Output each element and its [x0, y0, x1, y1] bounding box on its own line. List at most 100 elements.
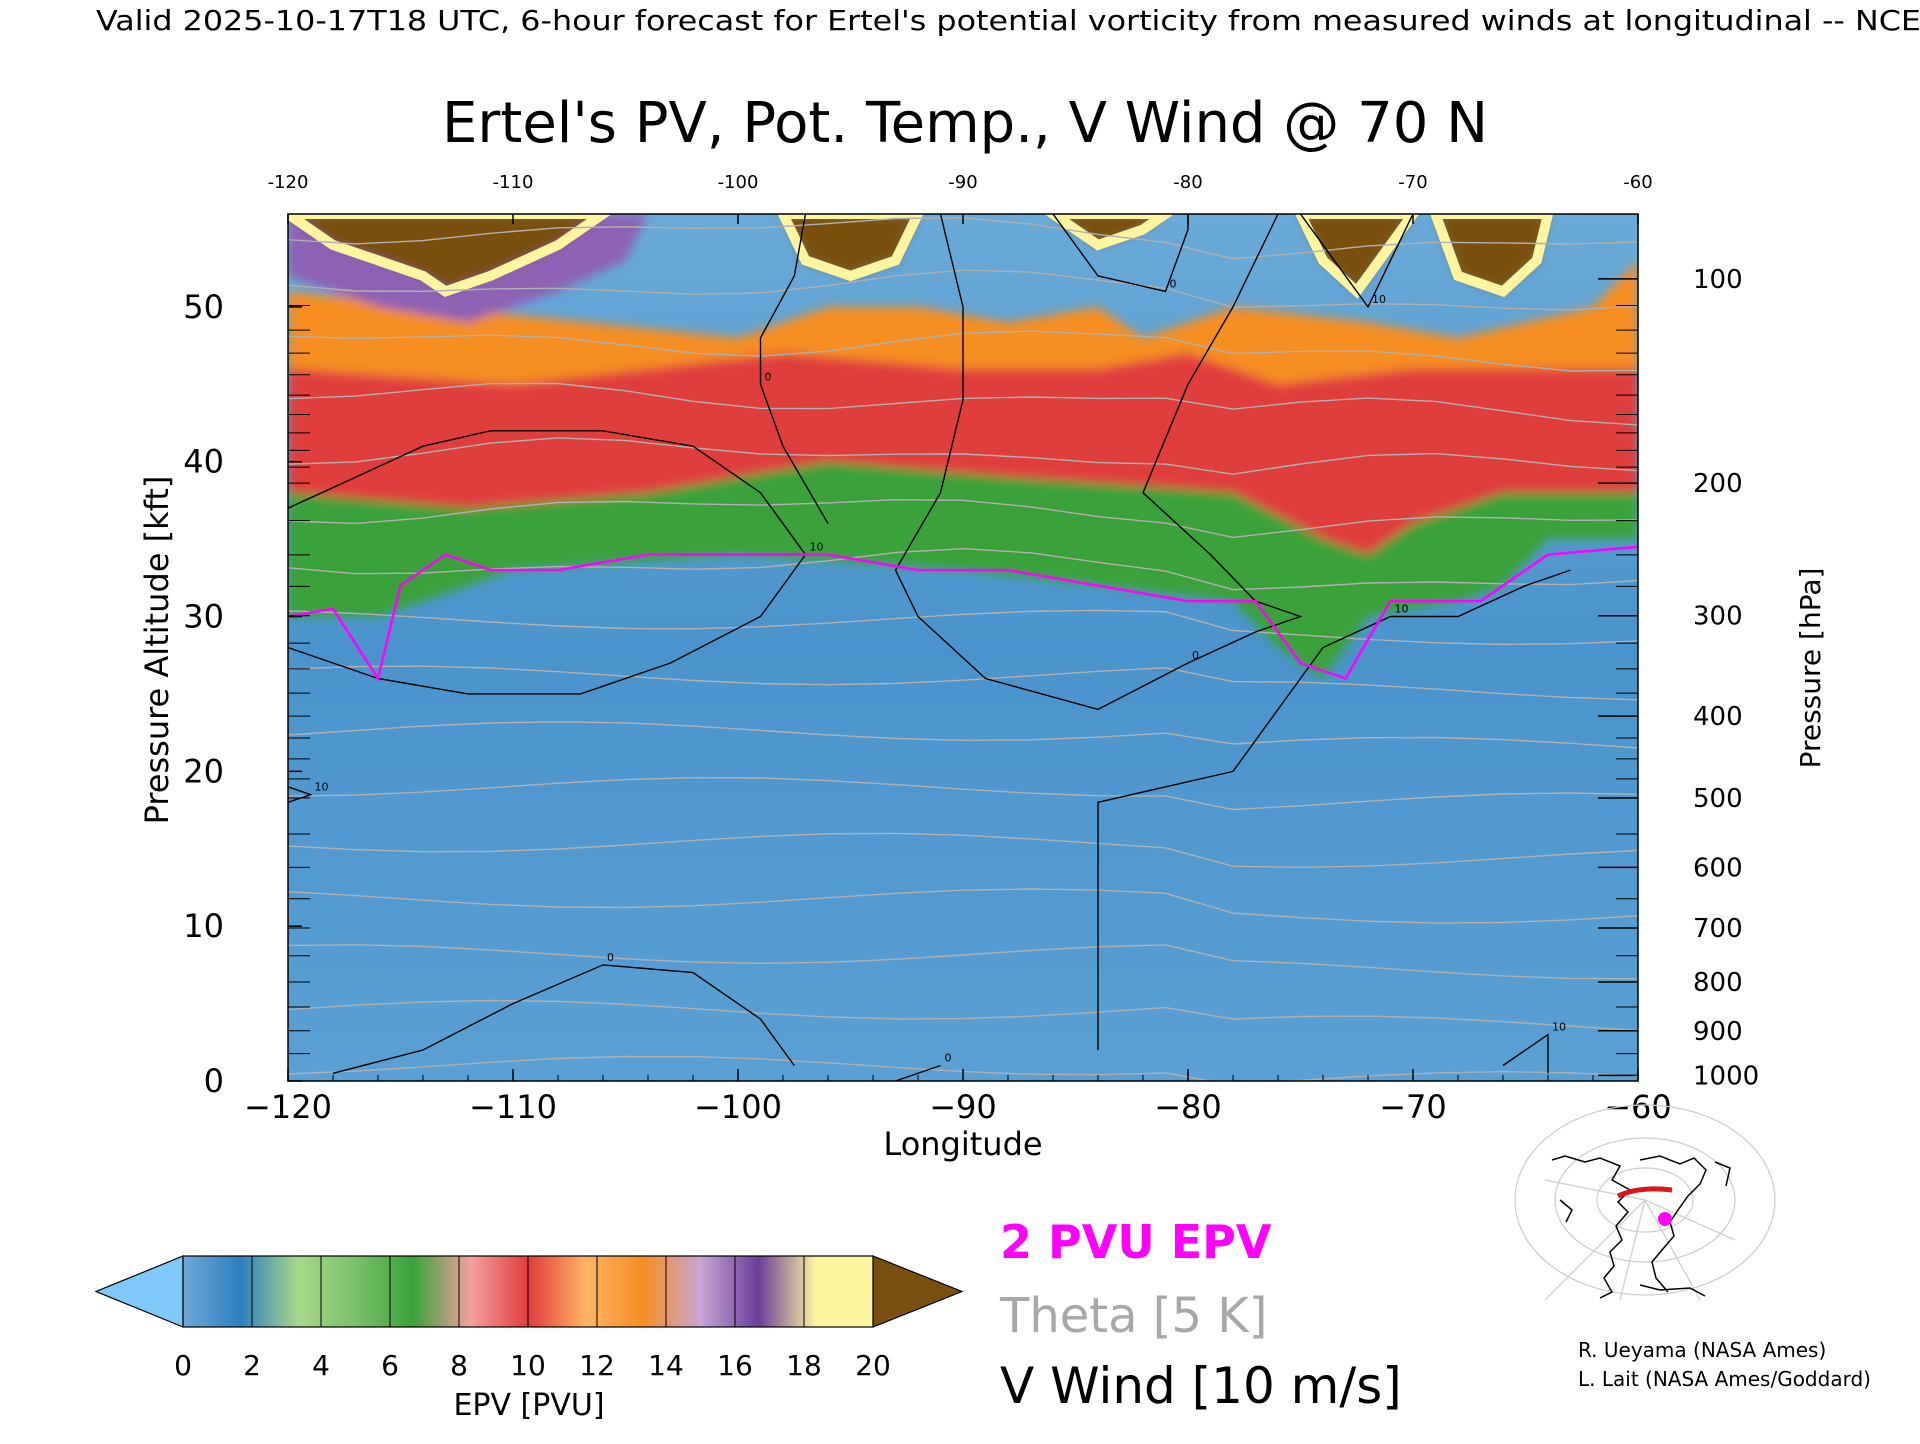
- x-tick-label: −110: [469, 1088, 557, 1126]
- v-wind-contour-label: 10: [1395, 603, 1409, 616]
- top-tick-label: -110: [493, 172, 534, 193]
- map-location-marker: [1658, 1212, 1672, 1226]
- x-tick-label: −60: [1604, 1088, 1672, 1126]
- y-tick-label: 40: [183, 443, 224, 481]
- map-graticule: [1644, 1199, 1701, 1301]
- y-tick-label: 0: [204, 1062, 224, 1100]
- x-axis-label: Longitude: [883, 1125, 1042, 1163]
- top-tick-label: -80: [1173, 172, 1202, 193]
- map-coastline: [1551, 1155, 1731, 1299]
- theta-line: [288, 776, 1638, 811]
- colorbar-segment: [183, 1256, 241, 1327]
- v-wind-contour-label: 0: [945, 1052, 952, 1065]
- colorbar-tick-label: 2: [243, 1349, 261, 1382]
- top-tick-label: -70: [1398, 172, 1427, 193]
- v-wind-contour-label: 0: [1192, 649, 1199, 662]
- v-wind-contour-label: 10: [1552, 1021, 1566, 1034]
- v-wind-contour: [332, 964, 795, 1074]
- theta-line: [288, 944, 1638, 980]
- legend-pv: 2 PVU EPV: [1000, 1215, 1272, 1269]
- v-wind-contour: [288, 786, 313, 803]
- colorbar-tick-label: 0: [174, 1349, 192, 1382]
- colorbar-label: EPV [PVU]: [453, 1388, 604, 1423]
- x-tick-label: −80: [1154, 1088, 1222, 1126]
- credits: R. Ueyama (NASA Ames) L. Lait (NASA Ames…: [1578, 1338, 1871, 1391]
- x-tick-label: −70: [1379, 1088, 1447, 1126]
- pressure-tick-label: 700: [1693, 914, 1743, 944]
- colorbar-segment: [470, 1256, 529, 1327]
- v-wind-contour-label: 0: [765, 370, 772, 383]
- colorbar-segment: [585, 1256, 644, 1327]
- epv-band-stratosphere-cap: [288, 214, 603, 292]
- x-axis: −120 −110 −100 −90 −80 −70 −60: [244, 1069, 1672, 1126]
- credit-line-2: L. Lait (NASA Ames/Goddard): [1578, 1367, 1871, 1391]
- top-tick-label: -120: [268, 172, 309, 193]
- pressure-tick-label: 1000: [1693, 1061, 1759, 1091]
- valid-line: Valid 2025-10-17T18 UTC, 6-hour forecast…: [96, 4, 1920, 37]
- colorbar-segment: [815, 1256, 874, 1327]
- colorbar-tick-label: 18: [786, 1349, 822, 1382]
- epv-cap-rim: [1044, 214, 1175, 251]
- v-wind-contour: [759, 214, 829, 524]
- map-graticule: [1554, 1137, 1736, 1263]
- locator-map: [1514, 1104, 1776, 1301]
- colorbar-segment: [700, 1256, 759, 1327]
- x-tick-label: −120: [244, 1088, 332, 1126]
- v-wind-contour: [894, 214, 1303, 711]
- v-wind-contour-label: 0: [1170, 277, 1177, 290]
- theta-line: [288, 832, 1638, 869]
- colorbar-tick-label: 8: [450, 1349, 468, 1382]
- colorbar-tick-label: 10: [510, 1349, 546, 1382]
- legend-wind: V Wind [10 m/s]: [1000, 1357, 1402, 1415]
- y-tick-label: 10: [183, 907, 224, 945]
- colorbar-segment: [298, 1256, 356, 1327]
- pressure-axis-label: Pressure [hPa]: [1794, 568, 1827, 769]
- map-graticule: [1619, 1199, 1646, 1301]
- y-axis-label: Pressure Altitude [kft]: [138, 476, 176, 825]
- pressure-tick-label: 400: [1693, 702, 1743, 732]
- legend-theta: Theta [5 K]: [999, 1288, 1268, 1344]
- colorbar-segment: [528, 1256, 586, 1327]
- map-graticule: [1544, 1179, 1646, 1201]
- pressure-tick-label: 600: [1693, 853, 1743, 883]
- map-graticule: [1644, 1199, 1736, 1241]
- v-wind-contours: 10 0 0 0 10 10 10 0 0 10: [288, 214, 1571, 1081]
- colorbar-segment: [413, 1256, 471, 1327]
- theta-line: [288, 888, 1638, 924]
- legend: 2 PVU EPV Theta [5 K] V Wind [10 m/s]: [999, 1215, 1402, 1415]
- y-tick-label: 50: [183, 288, 224, 326]
- top-tick-label: -60: [1623, 172, 1652, 193]
- theta-line: [288, 665, 1638, 701]
- top-axis: -120 -110 -100 -90 -80 -70 -60: [268, 172, 1653, 224]
- epv-cap-rim: [288, 214, 612, 297]
- v-wind-contour-label: 10: [1372, 293, 1386, 306]
- colorbar-tick-label: 14: [648, 1349, 684, 1382]
- map-graticule: [1544, 1199, 1646, 1301]
- epv-cap-rim: [1430, 214, 1554, 298]
- chart-title: Ertel's PV, Pot. Temp., V Wind @ 70 N: [442, 91, 1488, 156]
- plot-area: 10 0 0 0 10 10 10 0 0 10: [287, 213, 1639, 1082]
- theta-line: [288, 999, 1638, 1032]
- epv-band-stratosphere-cap: [1300, 214, 1413, 292]
- map-graticule: [1596, 1167, 1694, 1233]
- pv-2pvu-layer: [288, 545, 1638, 682]
- theta-line: [288, 547, 1638, 591]
- epv-cap-rim: [777, 214, 924, 282]
- theta-line: [288, 721, 1638, 749]
- colorbar-tick-label: 16: [717, 1349, 753, 1382]
- theta-line: [288, 498, 1638, 539]
- v-wind-contour-label: 10: [810, 541, 824, 554]
- y-tick-label: 30: [183, 598, 224, 636]
- colorbar-segment: [643, 1256, 701, 1327]
- colorbar-under-arrow: [94, 1255, 184, 1328]
- pressure-tick-label: 500: [1693, 784, 1743, 814]
- epv-cap-rim: [1294, 214, 1420, 299]
- map-graticule: [1514, 1104, 1776, 1296]
- pressure-tick-label: 900: [1693, 1017, 1743, 1047]
- colorbar-segment: [240, 1256, 299, 1327]
- colorbar-tick-label: 6: [381, 1349, 399, 1382]
- pv-2pvu-contour: [288, 545, 1638, 682]
- top-tick-label: -100: [718, 172, 759, 193]
